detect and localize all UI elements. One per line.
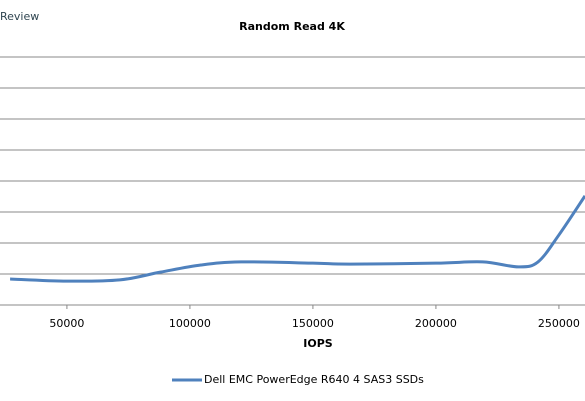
- x-tick-label: 200000: [415, 317, 457, 330]
- brand: Review: [0, 10, 39, 23]
- series-line: [10, 195, 585, 283]
- x-tick-label: 250000: [538, 317, 580, 330]
- chart-title: Random Read 4K: [239, 20, 345, 33]
- x-tick-label: 150000: [292, 317, 334, 330]
- x-tick-label: 100000: [169, 317, 211, 330]
- x-axis-label: IOPS: [303, 337, 333, 350]
- x-tick-label: 50000: [49, 317, 84, 330]
- legend-label: Dell EMC PowerEdge R640 4 SAS3 SSDs: [204, 373, 424, 386]
